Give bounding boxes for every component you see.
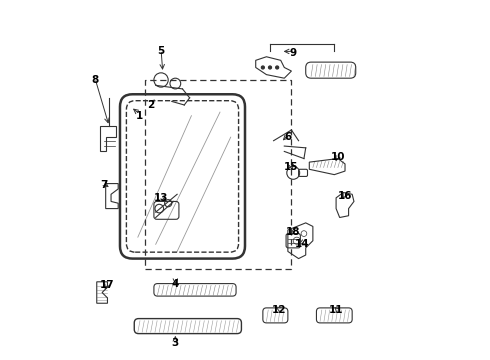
Text: 6: 6 [284, 132, 292, 142]
Text: 2: 2 [147, 100, 154, 110]
Text: 14: 14 [295, 239, 310, 249]
Text: 1: 1 [136, 111, 143, 121]
Text: 7: 7 [100, 180, 108, 190]
Text: 4: 4 [172, 279, 179, 289]
Text: 16: 16 [338, 191, 352, 201]
Text: 5: 5 [157, 46, 165, 57]
Text: 11: 11 [329, 305, 343, 315]
Text: 18: 18 [286, 227, 300, 237]
Text: 15: 15 [284, 162, 299, 172]
Text: 17: 17 [100, 280, 115, 291]
Circle shape [262, 66, 264, 69]
Text: 3: 3 [172, 338, 179, 347]
Text: 10: 10 [331, 152, 345, 162]
Text: 9: 9 [290, 48, 297, 58]
Text: 13: 13 [154, 193, 168, 203]
Circle shape [269, 66, 271, 69]
Text: 12: 12 [271, 305, 286, 315]
Text: 8: 8 [91, 75, 98, 85]
Circle shape [276, 66, 279, 69]
